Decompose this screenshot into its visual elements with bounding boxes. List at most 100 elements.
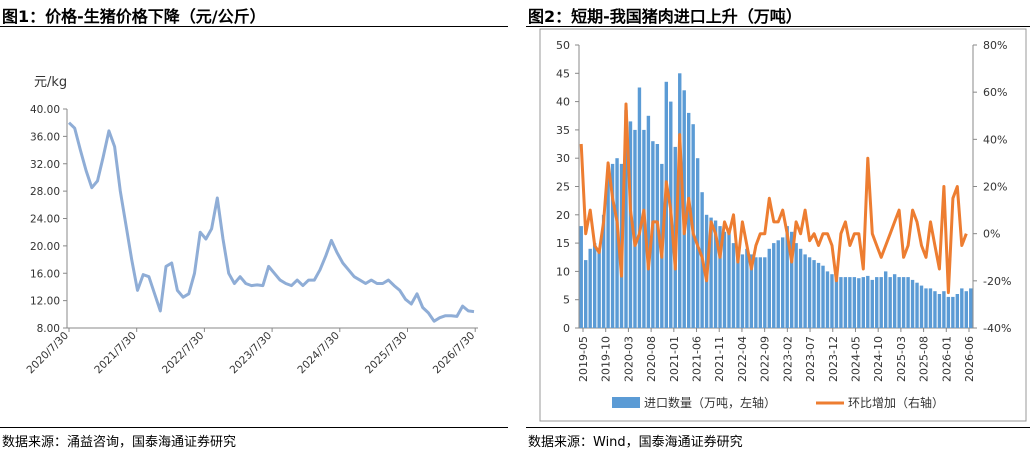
x-tick-label: 2020-03: [622, 336, 635, 382]
import-bar: [946, 296, 951, 328]
right-tick-label: 20%: [983, 181, 1007, 194]
import-bar: [610, 163, 615, 328]
import-bar: [937, 294, 942, 328]
left-source-rule: [0, 427, 508, 428]
import-bar: [763, 257, 767, 329]
import-bar: [767, 248, 771, 328]
price-series-line: [67, 121, 475, 323]
left-chart-title: 图1：价格-生猪价格下降（元/公斤）: [2, 7, 266, 26]
import-bar: [727, 231, 731, 328]
import-bar: [928, 288, 933, 328]
import-bar: [857, 278, 861, 328]
x-tick-label: 2023-12: [827, 336, 840, 382]
x-tick-label: 2025-03: [895, 336, 908, 382]
left-tick-label: 25: [556, 181, 570, 194]
import-bar: [951, 296, 955, 328]
x-tick-label: 2021-01: [668, 336, 681, 382]
y-tick-label: 16.00: [30, 268, 60, 280]
import-bar: [615, 158, 619, 328]
import-bar: [736, 248, 740, 328]
import-bar: [798, 248, 803, 328]
import-bar: [879, 277, 883, 328]
x-tick-label: 2026-01: [940, 336, 953, 382]
import-bar: [888, 277, 892, 328]
import-bar: [740, 254, 745, 328]
import-bar: [584, 260, 588, 328]
import-bar: [821, 265, 825, 328]
import-bar: [924, 288, 928, 328]
right-chart-panel: 图2：短期-我国猪肉进口上升（万吨） 0 5 10 15 20 25 30 35 40 45 50 -…: [526, 0, 1032, 453]
import-bar: [633, 129, 637, 328]
import-bar: [848, 277, 852, 328]
import-bar: [754, 257, 758, 329]
import-bar: [964, 291, 968, 328]
right-chart-title: 图2：短期-我国猪肉进口上升（万吨）: [528, 7, 802, 26]
right-tick-label: -20%: [983, 275, 1011, 288]
import-bar: [592, 243, 597, 328]
import-bar: [816, 262, 821, 328]
import-bar: [812, 260, 816, 328]
x-tick-label: 2023-02: [781, 336, 794, 382]
left-tick-label: 35: [556, 124, 570, 137]
left-tick-label: 40: [556, 96, 570, 109]
import-bar: [897, 277, 901, 328]
import-bar: [678, 73, 682, 328]
import-bar: [772, 243, 776, 328]
import-bar: [758, 257, 763, 329]
import-bar: [624, 110, 628, 328]
import-bar: [892, 274, 897, 328]
y-tick-label: 24.00: [30, 214, 60, 226]
import-bar: [776, 240, 780, 328]
right-tick-label: -40%: [983, 322, 1011, 335]
import-bar: [906, 277, 910, 328]
x-tick-label: 2024-10: [872, 336, 885, 382]
y-tick-label: 40.00: [30, 104, 60, 116]
import-bar: [852, 277, 857, 328]
import-bar: [861, 277, 866, 328]
import-bar: [588, 248, 592, 328]
import-bar: [825, 271, 830, 328]
y-axis-unit-label: 元/kg: [34, 75, 67, 90]
x-tick-label: 2022-09: [759, 336, 772, 382]
import-bar: [933, 291, 937, 328]
y-tick-label: 20.00: [30, 241, 60, 253]
x-tick-label: 2021-11: [713, 336, 726, 382]
x-tick-label: 2026-06: [963, 336, 976, 382]
right-tick-label: 60%: [983, 86, 1007, 99]
x-tick-label: 2021/7/30: [92, 330, 139, 377]
left-title-rule: [0, 26, 508, 27]
import-bar: [839, 277, 843, 328]
import-bar: [637, 87, 642, 328]
import-bar: [722, 231, 727, 328]
import-bar: [606, 172, 610, 328]
right-source-rule: [526, 427, 1030, 428]
import-bar: [749, 254, 754, 328]
left-tick-label: 50: [556, 39, 570, 52]
y-tick-label: 12.00: [30, 296, 60, 308]
x-tick-label: 2024-05: [849, 336, 862, 382]
import-bar: [843, 277, 848, 328]
left-tick-label: 30: [556, 152, 570, 165]
import-bar: [830, 274, 834, 328]
x-tick-label: 2020/7/30: [25, 330, 72, 377]
x-tick-label: 2026/7/30: [431, 330, 478, 377]
import-bar: [789, 231, 794, 328]
import-bar: [866, 275, 870, 328]
import-bar: [834, 277, 839, 328]
mom-series-line: [579, 102, 968, 295]
right-chart-source: 数据来源：Wind，国泰海通证券研究: [528, 435, 743, 450]
import-bar: [601, 214, 606, 328]
import-bar: [579, 226, 583, 328]
right-tick-label: 40%: [983, 133, 1007, 146]
right-title-rule: [526, 26, 1030, 27]
import-bar: [718, 226, 722, 328]
import-bar: [745, 248, 749, 328]
x-tick-label: 2023/7/30: [228, 330, 275, 377]
import-bar: [969, 288, 973, 328]
x-tick-label: 2020-08: [645, 336, 658, 382]
left-tick-label: 45: [556, 67, 570, 80]
pork-import-chart: 0 5 10 15 20 25 30 35 40 45 50 -40% -20% 0% 20% 40% 60% 8…: [539, 28, 1027, 422]
x-tick-label: 2021-06: [691, 336, 704, 382]
legend-label-imports: 进口数量（万吨，左轴）: [644, 395, 776, 410]
left-tick-label: 10: [556, 265, 570, 278]
